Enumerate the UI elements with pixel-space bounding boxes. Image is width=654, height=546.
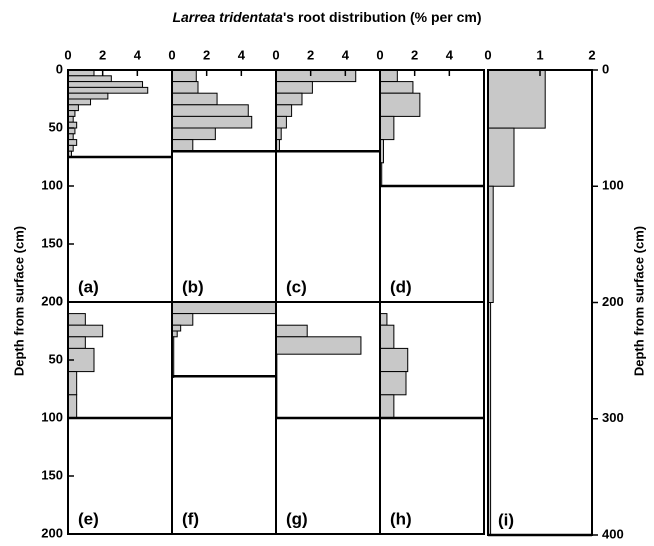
bar: [275, 115, 287, 129]
bar: [379, 347, 409, 373]
y2-tick-label: 300: [602, 410, 624, 425]
bar: [379, 69, 398, 83]
bar: [379, 394, 395, 419]
bar: [67, 92, 109, 100]
bar: [487, 127, 515, 187]
x-tick-label: 4: [238, 47, 246, 62]
bar: [171, 301, 277, 315]
x-tick-label: 2: [99, 47, 106, 62]
bar: [67, 394, 78, 419]
y-tick-label: 50: [49, 351, 63, 366]
bar: [275, 104, 293, 117]
bar: [379, 115, 395, 141]
bar: [67, 324, 104, 338]
panel-frame: [171, 301, 277, 535]
y2-tick-label: 400: [602, 526, 624, 541]
x-tick-label: 4: [134, 47, 142, 62]
bar: [171, 313, 194, 326]
y2-tick-label: 200: [602, 294, 624, 309]
y-axis-label: Depth from surface (cm): [11, 226, 26, 376]
bar: [67, 336, 86, 349]
bar: [171, 127, 216, 141]
bar: [275, 69, 357, 83]
bar: [379, 92, 421, 117]
x-tick-label: 1: [536, 47, 543, 62]
panel-label: (c): [286, 277, 307, 296]
x-tick-label: 0: [168, 47, 175, 62]
bar: [171, 115, 253, 129]
panel-label: (g): [286, 509, 308, 528]
x-tick-label: 0: [272, 47, 279, 62]
bar: [67, 98, 92, 106]
bar: [67, 313, 86, 326]
title-rest: 's root distribution (% per cm): [283, 9, 482, 25]
x-tick-label: 2: [307, 47, 314, 62]
y-tick-label: 0: [56, 61, 63, 76]
bar: [379, 324, 395, 349]
panel-label: (e): [78, 509, 99, 528]
bar: [67, 104, 79, 112]
panel-label: (a): [78, 277, 99, 296]
panel-frame: [379, 301, 485, 535]
bar: [171, 92, 218, 106]
y2-axis-label: Depth from surface (cm): [631, 226, 646, 376]
bar: [171, 104, 249, 117]
panel-label: (b): [182, 277, 204, 296]
bar: [67, 121, 78, 129]
bar: [67, 75, 112, 83]
bar: [67, 110, 76, 117]
x-tick-label: 0: [64, 47, 71, 62]
bar: [275, 336, 362, 355]
y-tick-label: 0: [56, 293, 63, 308]
bar: [171, 324, 182, 332]
bar: [275, 81, 313, 94]
bar: [487, 69, 546, 129]
x-tick-label: 0: [376, 47, 383, 62]
bar: [67, 81, 144, 88]
bar: [67, 86, 149, 94]
y2-tick-label: 0: [602, 61, 609, 76]
x-tick-label: 2: [411, 47, 418, 62]
x-tick-label: 2: [588, 47, 595, 62]
bar: [379, 313, 388, 326]
bar: [67, 139, 78, 146]
bar: [275, 324, 308, 338]
x-tick-label: 4: [446, 47, 454, 62]
panel-label: (f): [182, 509, 199, 528]
y-tick-label: 150: [41, 467, 63, 482]
bar: [171, 139, 194, 152]
y-tick-label: 100: [41, 177, 63, 192]
bar: [379, 371, 407, 396]
bar: [171, 81, 199, 94]
y2-tick-label: 100: [602, 178, 624, 193]
panel-label: (h): [390, 509, 412, 528]
bar: [171, 69, 197, 83]
chart-title: Larrea tridentata's root distribution (%…: [172, 9, 481, 25]
bar: [379, 81, 414, 94]
x-tick-label: 4: [342, 47, 350, 62]
bar: [275, 92, 303, 106]
bar: [67, 127, 76, 135]
panel-label: (i): [498, 510, 514, 529]
y-tick-label: 200: [41, 293, 63, 308]
y-tick-label: 150: [41, 235, 63, 250]
y-tick-label: 50: [49, 119, 63, 134]
x-tick-label: 0: [484, 47, 491, 62]
y-tick-label: 200: [41, 525, 63, 540]
bar: [67, 371, 78, 396]
x-tick-label: 2: [203, 47, 210, 62]
title-species: Larrea tridentata: [172, 9, 283, 25]
y-tick-label: 100: [41, 409, 63, 424]
panel-label: (d): [390, 277, 412, 296]
